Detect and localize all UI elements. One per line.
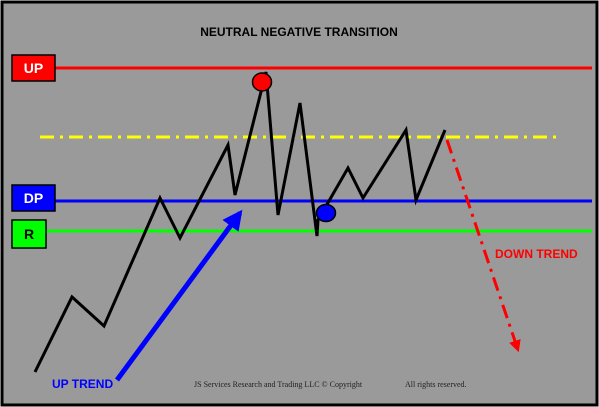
up-level-label-box: UP: [11, 54, 56, 82]
top-marker-red-dot: [251, 72, 273, 92]
r-level-label: R: [24, 226, 34, 242]
dp-level-label-box: DP: [11, 184, 56, 212]
dp-level-label: DP: [24, 190, 43, 206]
up-trend-arrow: [114, 209, 243, 382]
up-trend-label: UP TREND: [52, 377, 113, 391]
up-level-label: UP: [24, 60, 43, 76]
r-level-label-box: R: [11, 219, 47, 249]
bottom-marker-blue-dot: [315, 203, 337, 223]
down-trend-label: DOWN TREND: [495, 247, 578, 261]
price-path: [33, 71, 447, 373]
footer-rights: All rights reserved.: [405, 380, 467, 389]
diagram-title: NEUTRAL NEGATIVE TRANSITION: [200, 25, 398, 39]
footer-copyright: JS Services Research and Trading LLC © C…: [194, 380, 363, 389]
down-trend-arrow: [445, 139, 521, 353]
